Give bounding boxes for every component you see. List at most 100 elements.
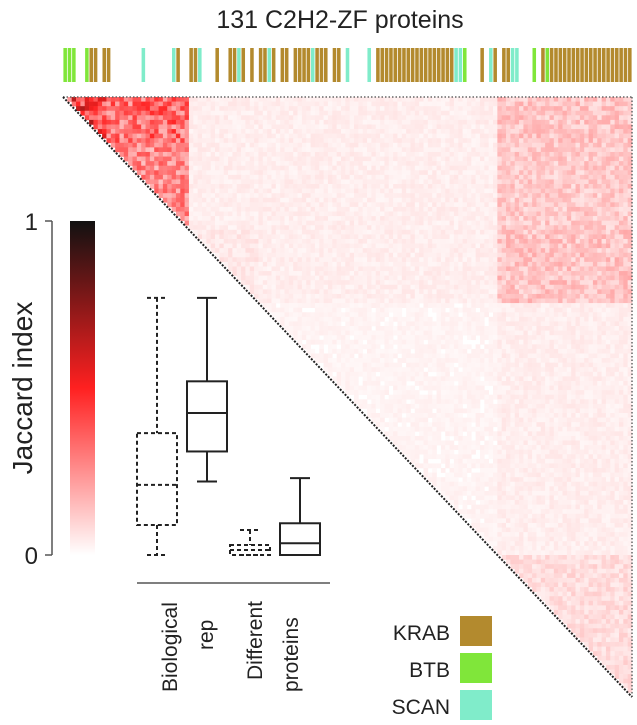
heatmap-cell bbox=[288, 124, 294, 130]
heatmap-cell bbox=[623, 216, 628, 221]
heatmap-cell bbox=[249, 252, 255, 258]
heatmap-cell bbox=[406, 206, 411, 212]
heatmap-cell bbox=[232, 184, 238, 189]
heatmap-cell bbox=[584, 147, 589, 153]
heatmap-cell bbox=[466, 238, 472, 244]
heatmap-cell bbox=[228, 257, 233, 263]
heatmap-cell bbox=[514, 280, 520, 286]
heatmap-cell bbox=[527, 257, 533, 263]
heatmap-cell bbox=[601, 133, 607, 139]
heatmap-cell bbox=[627, 101, 633, 107]
heatmap-cell bbox=[527, 142, 533, 148]
heatmap-cell bbox=[532, 211, 537, 217]
heatmap-cell bbox=[206, 211, 211, 217]
heatmap-cell bbox=[380, 179, 385, 185]
heatmap-cell bbox=[167, 151, 172, 157]
heatmap-cell bbox=[297, 156, 303, 162]
heatmap-cell bbox=[436, 257, 442, 263]
heatmap-cell bbox=[158, 110, 164, 116]
heatmap-cell bbox=[219, 229, 225, 235]
heatmap-cell bbox=[223, 142, 229, 148]
heatmap-cell bbox=[171, 193, 177, 199]
heatmap-cell bbox=[493, 161, 498, 167]
heatmap-cell bbox=[592, 298, 598, 304]
heatmap-cell bbox=[258, 280, 264, 286]
heatmap-cell bbox=[523, 280, 529, 286]
heatmap-cell bbox=[145, 147, 151, 153]
heatmap-cell bbox=[458, 115, 463, 121]
heatmap-cell bbox=[488, 238, 494, 244]
heatmap-cell bbox=[310, 211, 316, 217]
heatmap-cell bbox=[414, 248, 420, 254]
heatmap-cell bbox=[293, 119, 298, 125]
heatmap-cell bbox=[340, 234, 346, 240]
heatmap-cell bbox=[475, 174, 481, 180]
heatmap-cell bbox=[362, 206, 368, 212]
heatmap-cell bbox=[575, 238, 581, 244]
heatmap-cell bbox=[592, 293, 598, 299]
heatmap-cell bbox=[193, 188, 198, 194]
heatmap-cell bbox=[340, 243, 346, 249]
heatmap-cell bbox=[258, 184, 264, 189]
heatmap-cell bbox=[119, 138, 125, 144]
heatmap-cell bbox=[427, 161, 433, 167]
heatmap-cell bbox=[236, 101, 242, 107]
heatmap-cell bbox=[228, 174, 233, 180]
heatmap-cell bbox=[605, 124, 611, 130]
heatmap-cell bbox=[610, 106, 615, 112]
heatmap-cell bbox=[388, 174, 394, 180]
heatmap-cell bbox=[215, 161, 220, 167]
heatmap-cell bbox=[623, 248, 628, 254]
heatmap-cell bbox=[501, 225, 507, 231]
heatmap-cell bbox=[436, 275, 442, 281]
heatmap-cell bbox=[423, 216, 429, 221]
heatmap-cell bbox=[605, 243, 611, 249]
heatmap-cell bbox=[201, 147, 207, 153]
heatmap-cell bbox=[362, 197, 368, 203]
heatmap-cell bbox=[267, 252, 272, 258]
heatmap-cell bbox=[519, 243, 524, 249]
heatmap-cell bbox=[388, 170, 394, 176]
heatmap-cell bbox=[558, 151, 563, 157]
heatmap-cell bbox=[436, 216, 442, 221]
heatmap-cell bbox=[306, 252, 311, 258]
heatmap-cell bbox=[293, 147, 298, 153]
heatmap-cell bbox=[219, 202, 225, 208]
heatmap-cell bbox=[605, 184, 611, 189]
heatmap-cell bbox=[458, 220, 463, 226]
heatmap-cell bbox=[280, 261, 285, 267]
heatmap-cell bbox=[123, 110, 129, 116]
heatmap-cell bbox=[297, 225, 303, 231]
heatmap-cell bbox=[527, 119, 533, 125]
heatmap-cell bbox=[210, 119, 216, 125]
heatmap-cell bbox=[358, 124, 364, 130]
heatmap-cell bbox=[314, 188, 320, 194]
heatmap-cell bbox=[479, 266, 485, 272]
heatmap-cell bbox=[219, 151, 225, 157]
heatmap-cell bbox=[388, 234, 394, 240]
heatmap-cell bbox=[388, 115, 394, 121]
annotation-cell-krab bbox=[193, 48, 198, 82]
heatmap-cell bbox=[319, 133, 324, 139]
heatmap-cell bbox=[332, 284, 337, 290]
heatmap-cell bbox=[493, 188, 498, 194]
heatmap-cell bbox=[319, 234, 324, 240]
heatmap-cell bbox=[401, 284, 407, 290]
heatmap-cell bbox=[540, 248, 546, 254]
heatmap-cell bbox=[540, 275, 546, 281]
heatmap-cell bbox=[506, 147, 511, 153]
heatmap-cell bbox=[545, 234, 550, 240]
heatmap-cell bbox=[345, 298, 350, 304]
heatmap-cell bbox=[123, 138, 129, 144]
heatmap-cell bbox=[479, 119, 485, 125]
heatmap-cell bbox=[267, 284, 272, 290]
heatmap-cell bbox=[575, 170, 581, 176]
heatmap-cell bbox=[536, 220, 542, 226]
heatmap-cell bbox=[501, 280, 507, 286]
heatmap-cell bbox=[527, 261, 533, 267]
heatmap-cell bbox=[605, 202, 611, 208]
heatmap-cell bbox=[271, 243, 277, 249]
heatmap-cell bbox=[605, 257, 611, 263]
heatmap-cell bbox=[132, 129, 138, 134]
heatmap-cell bbox=[575, 271, 581, 276]
